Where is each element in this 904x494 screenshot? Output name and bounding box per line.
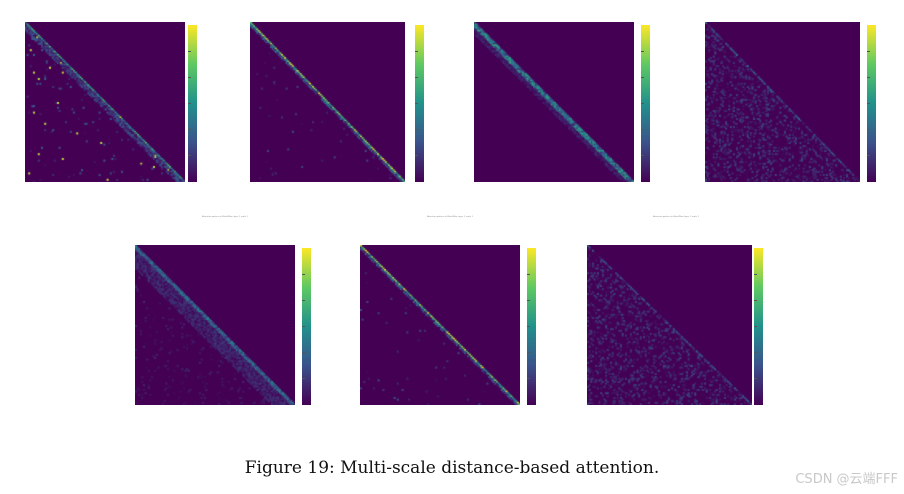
colorbar-tick [415,129,418,131]
colorbar-tick [867,103,870,105]
colorbar-tick [415,77,418,79]
colorbar-tick [641,77,644,79]
colorbar-tick [867,51,870,53]
colorbar-tick [754,352,757,354]
subplot-label-1: Attention pattern in BlockWise layer 1 s… [202,216,248,218]
colorbar-tick [415,51,418,53]
colorbar-tick [302,274,305,276]
colorbar-1 [188,25,197,182]
colorbar-tick [527,274,530,276]
colorbar-tick [302,326,305,328]
colorbar-tick [302,300,305,302]
colorbar-2 [415,25,424,182]
colorbar-tick [415,155,418,157]
heatmap-6 [360,245,520,405]
colorbar-tick [867,77,870,79]
colorbar-tick [188,155,191,157]
colorbar-tick [188,51,191,53]
heatmap-2 [250,22,405,182]
colorbar-tick [188,77,191,79]
colorbar-4 [867,25,876,182]
colorbar-tick [754,274,757,276]
colorbar-tick [641,103,644,105]
colorbar-tick [188,103,191,105]
heatmap-5 [135,245,295,405]
colorbar-tick [302,378,305,380]
colorbar-tick [754,326,757,328]
heatmap-4 [705,22,860,182]
colorbar-tick [527,300,530,302]
heatmap-7 [587,245,752,405]
colorbar-tick [641,129,644,131]
colorbar-tick [754,378,757,380]
colorbar-tick [641,155,644,157]
heatmap-1 [25,22,185,182]
colorbar-tick [641,51,644,53]
colorbar-5 [302,248,311,405]
colorbar-tick [754,300,757,302]
subplot-label-2: Attention pattern in BlockWise layer 1 s… [427,216,473,218]
colorbar-7 [754,248,763,405]
colorbar-tick [867,155,870,157]
colorbar-3 [641,25,650,182]
colorbar-tick [188,129,191,131]
colorbar-tick [302,352,305,354]
colorbar-tick [527,378,530,380]
figure-caption: Figure 19: Multi-scale distance-based at… [244,458,660,478]
colorbar-6 [527,248,536,405]
colorbar-tick [415,103,418,105]
heatmap-3 [474,22,634,182]
subplot-label-3: Attention pattern in BlockWise layer 1 s… [653,216,699,218]
watermark: CSDN @云端FFF [795,472,898,487]
colorbar-tick [867,129,870,131]
colorbar-tick [527,326,530,328]
colorbar-tick [527,352,530,354]
